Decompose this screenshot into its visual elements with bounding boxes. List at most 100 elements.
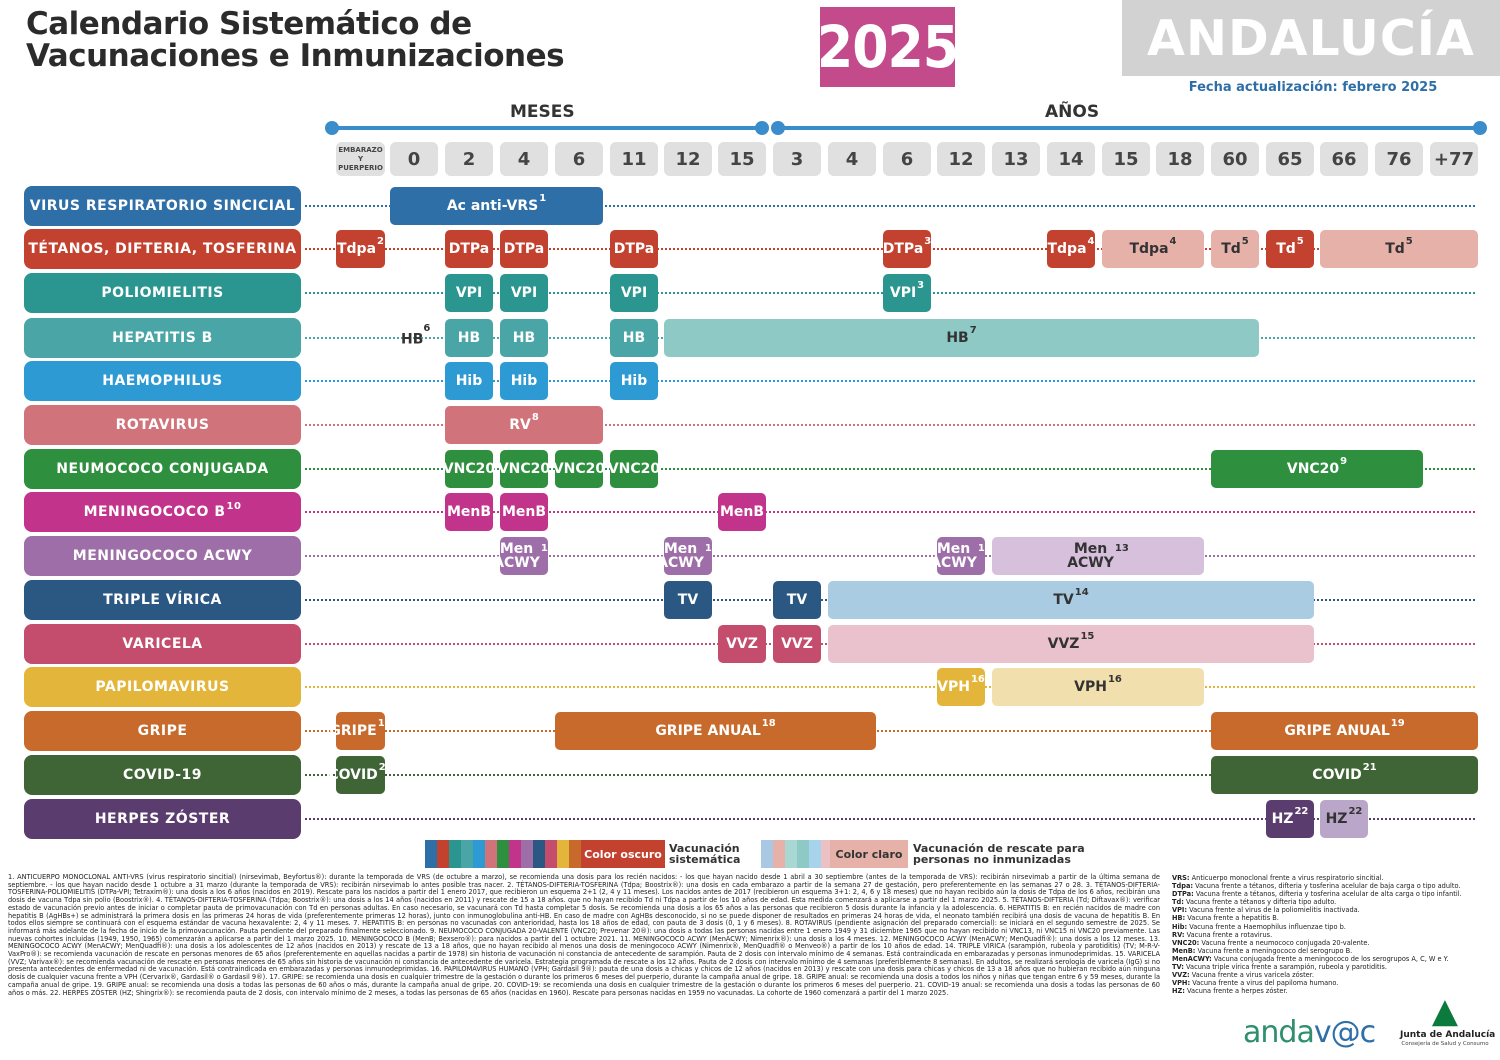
junta-logo: ▲ Junta de Andalucía Consejería de Salud… [1400, 992, 1495, 1048]
legend-swatch [521, 840, 533, 868]
row-dotted-line [305, 424, 1475, 426]
legend-light-swatches [761, 840, 833, 868]
age-cell: 15 [718, 142, 766, 176]
abbreviation-value: Vacuna frente a herpes zóster. [1184, 987, 1288, 996]
row-label-text: TÉTANOS, DIFTERIA, TOSFERINA [28, 241, 297, 257]
vaccine-cell-text: TV [677, 592, 699, 608]
footnote-ref: 1 [539, 193, 547, 204]
legend-swatch [485, 840, 497, 868]
vaccine-cell: VNC20 [553, 450, 605, 488]
vaccine-cell-text: VNC20 [607, 461, 661, 477]
legend-swatch [473, 840, 485, 868]
age-cell: 2 [445, 142, 493, 176]
vaccine-cell: VNC20 [443, 450, 495, 488]
abbreviation-value: Vacuna conjugada frente a meningococo de… [1211, 954, 1449, 963]
vaccine-cell-text: HB [946, 330, 969, 346]
age-cell: 4 [500, 142, 548, 176]
row-dotted-line [305, 818, 1475, 820]
vaccine-cell-text: DTPa [613, 241, 655, 257]
age-cell: 13 [992, 142, 1040, 176]
row-label: MENINGOCOCO B 10 [24, 492, 301, 532]
row-label-text: GRIPE [137, 723, 188, 739]
vaccine-cell: VNC20 [497, 450, 551, 488]
vaccine-cell: Men ACWY 12 [657, 537, 719, 575]
vaccine-cell: HB [610, 319, 658, 357]
row-dotted-line [305, 380, 1475, 382]
footnote-ref: 12 [704, 543, 719, 554]
abbreviation-value: Vacuna frente a meningococo del serogrup… [1195, 946, 1353, 955]
age-cell: 6 [883, 142, 931, 176]
legend-swatch [785, 840, 797, 868]
row-label: VIRUS RESPIRATORIO SINCICIAL [24, 186, 301, 226]
vaccine-cell-text: VNC20 [497, 461, 551, 477]
vaccine-cell: HB [445, 319, 493, 357]
row-dotted-line [305, 511, 1475, 513]
vaccine-cell: DTPa [610, 230, 658, 268]
row-dotted-line [305, 555, 1475, 557]
row-label-text: COVID-19 [122, 767, 203, 783]
legend-light-text: Vacunación de rescate para personas no i… [913, 842, 1085, 866]
junta-logo-dept: Consejería de Salud y Consumo [1401, 1041, 1489, 1047]
legend-swatch [773, 840, 785, 868]
row-label-text: ROTAVIRUS [115, 417, 210, 433]
vaccine-cell: GRIPE ANUAL 19 [1211, 712, 1478, 750]
vaccine-cell: Tdpa 2 [336, 230, 385, 268]
abbreviation-value: Vacuna frente al virus de la poliomielit… [1187, 906, 1360, 915]
vaccine-cell: VVZ 15 [828, 625, 1314, 663]
vaccine-cell-text: GRIPE ANUAL [1284, 723, 1390, 739]
vaccine-cell: TV [773, 581, 821, 619]
age-cell: EMBARAZO Y PUERPERIO [336, 142, 385, 176]
vaccine-cell-text: Ac anti-VRS [446, 198, 539, 214]
vaccine-cell-text: DTPa [448, 241, 490, 257]
vaccine-cell-text: DTPa [882, 241, 924, 257]
vaccine-cell-text: DTPa [503, 241, 545, 257]
age-cell: 0 [390, 142, 438, 176]
row-label: POLIOMIELITIS [24, 273, 301, 313]
abbreviation-value: Anticuerpo monoclonal frente a virus res… [1189, 874, 1384, 882]
vaccine-cell: VNC20 [607, 450, 661, 488]
hb-birth-label: HB6 [401, 323, 430, 348]
row-label-text: MENINGOCOCO ACWY [72, 548, 253, 564]
legend-swatch [545, 840, 557, 868]
legend-swatch [425, 840, 437, 868]
abbreviation-key: MenACWY: [1172, 954, 1212, 963]
region-banner: ANDALUCÍA [1122, 0, 1500, 76]
vaccine-cell-text: VPH [1074, 679, 1107, 695]
vaccine-cell-text: VVZ [726, 636, 758, 652]
row-label-text: POLIOMIELITIS [101, 285, 224, 301]
row-label: NEUMOCOCO CONJUGADA [24, 449, 301, 489]
row-label-text: HAEMOPHILUS [102, 373, 223, 389]
abbreviation-value: Vacuna frente a virus varicela zóster. [1189, 971, 1314, 980]
vaccine-cell-text: HB [512, 330, 536, 346]
vaccine-cell: TV [664, 581, 712, 619]
footnote-ref: 11 [540, 543, 555, 554]
footnote-ref: 16 [1107, 674, 1122, 685]
vaccine-cell: VNC20 9 [1211, 450, 1423, 488]
vaccine-cell: Men ACWY 13 [992, 537, 1204, 575]
vaccine-cell: HZ 22 [1266, 800, 1314, 838]
footnote-ref: 3 [924, 236, 932, 247]
row-label: VARICELA [24, 624, 301, 664]
years-axis-line [778, 126, 1480, 130]
legend-swatch [797, 840, 809, 868]
vaccine-cell-text: HZ [1325, 811, 1348, 827]
row-label: PAPILOMAVIRUS [24, 667, 301, 707]
abbreviation-key: Tdpa: [1172, 882, 1194, 891]
age-cell: 76 [1375, 142, 1423, 176]
abbreviation-key: VRS: [1172, 874, 1190, 882]
abbreviation-value: Vacuna frente a neumococo conjugada 20-v… [1199, 938, 1370, 947]
abbreviation-key: VPH: [1172, 979, 1191, 988]
footnote-ref: 17 [377, 718, 392, 729]
vaccine-cell-text: HZ [1271, 811, 1294, 827]
vaccine-cell: VPH 16 [937, 668, 985, 706]
vaccine-cell: Men ACWY 11 [493, 537, 555, 575]
row-label-text: PAPILOMAVIRUS [95, 679, 230, 695]
vaccine-cell: VPI [500, 274, 548, 312]
legend-swatch [569, 840, 581, 868]
title-line-2: Vacunaciones e Inmunizaciones [26, 38, 565, 74]
vaccine-cell-text: Men ACWY [657, 541, 704, 571]
abbreviation-key: Td: [1172, 898, 1184, 907]
abbreviation-item: TV: Vacuna triple vírica frente a saramp… [1172, 963, 1494, 971]
abbreviation-item: Td: Vacuna frente a tétanos y difteria t… [1172, 898, 1494, 906]
row-label: GRIPE [24, 711, 301, 751]
